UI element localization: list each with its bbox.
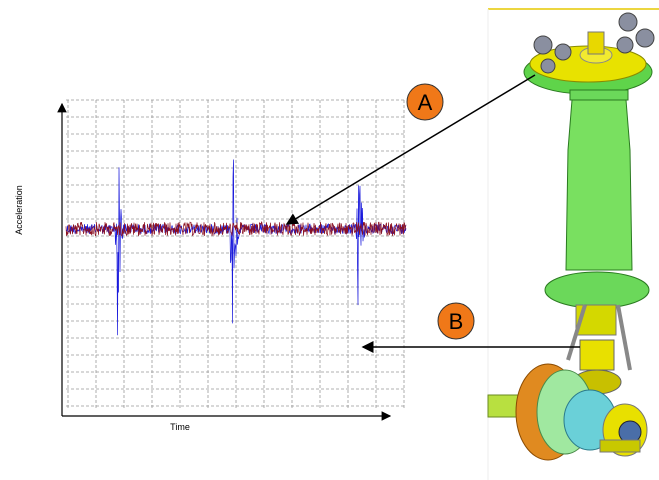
callout-b-badge xyxy=(437,302,475,340)
callout-a-label: A xyxy=(418,90,433,115)
callout-a-badge xyxy=(406,83,444,121)
callout-b-label: B xyxy=(449,309,464,334)
callout-a-arrow xyxy=(285,74,536,225)
y-axis-label: Acceleration xyxy=(14,185,24,235)
landing-gear-drawing xyxy=(487,8,659,480)
signals xyxy=(65,159,407,336)
x-axis-label: Time xyxy=(170,422,190,432)
red-signal xyxy=(65,220,407,237)
grid xyxy=(66,99,406,408)
